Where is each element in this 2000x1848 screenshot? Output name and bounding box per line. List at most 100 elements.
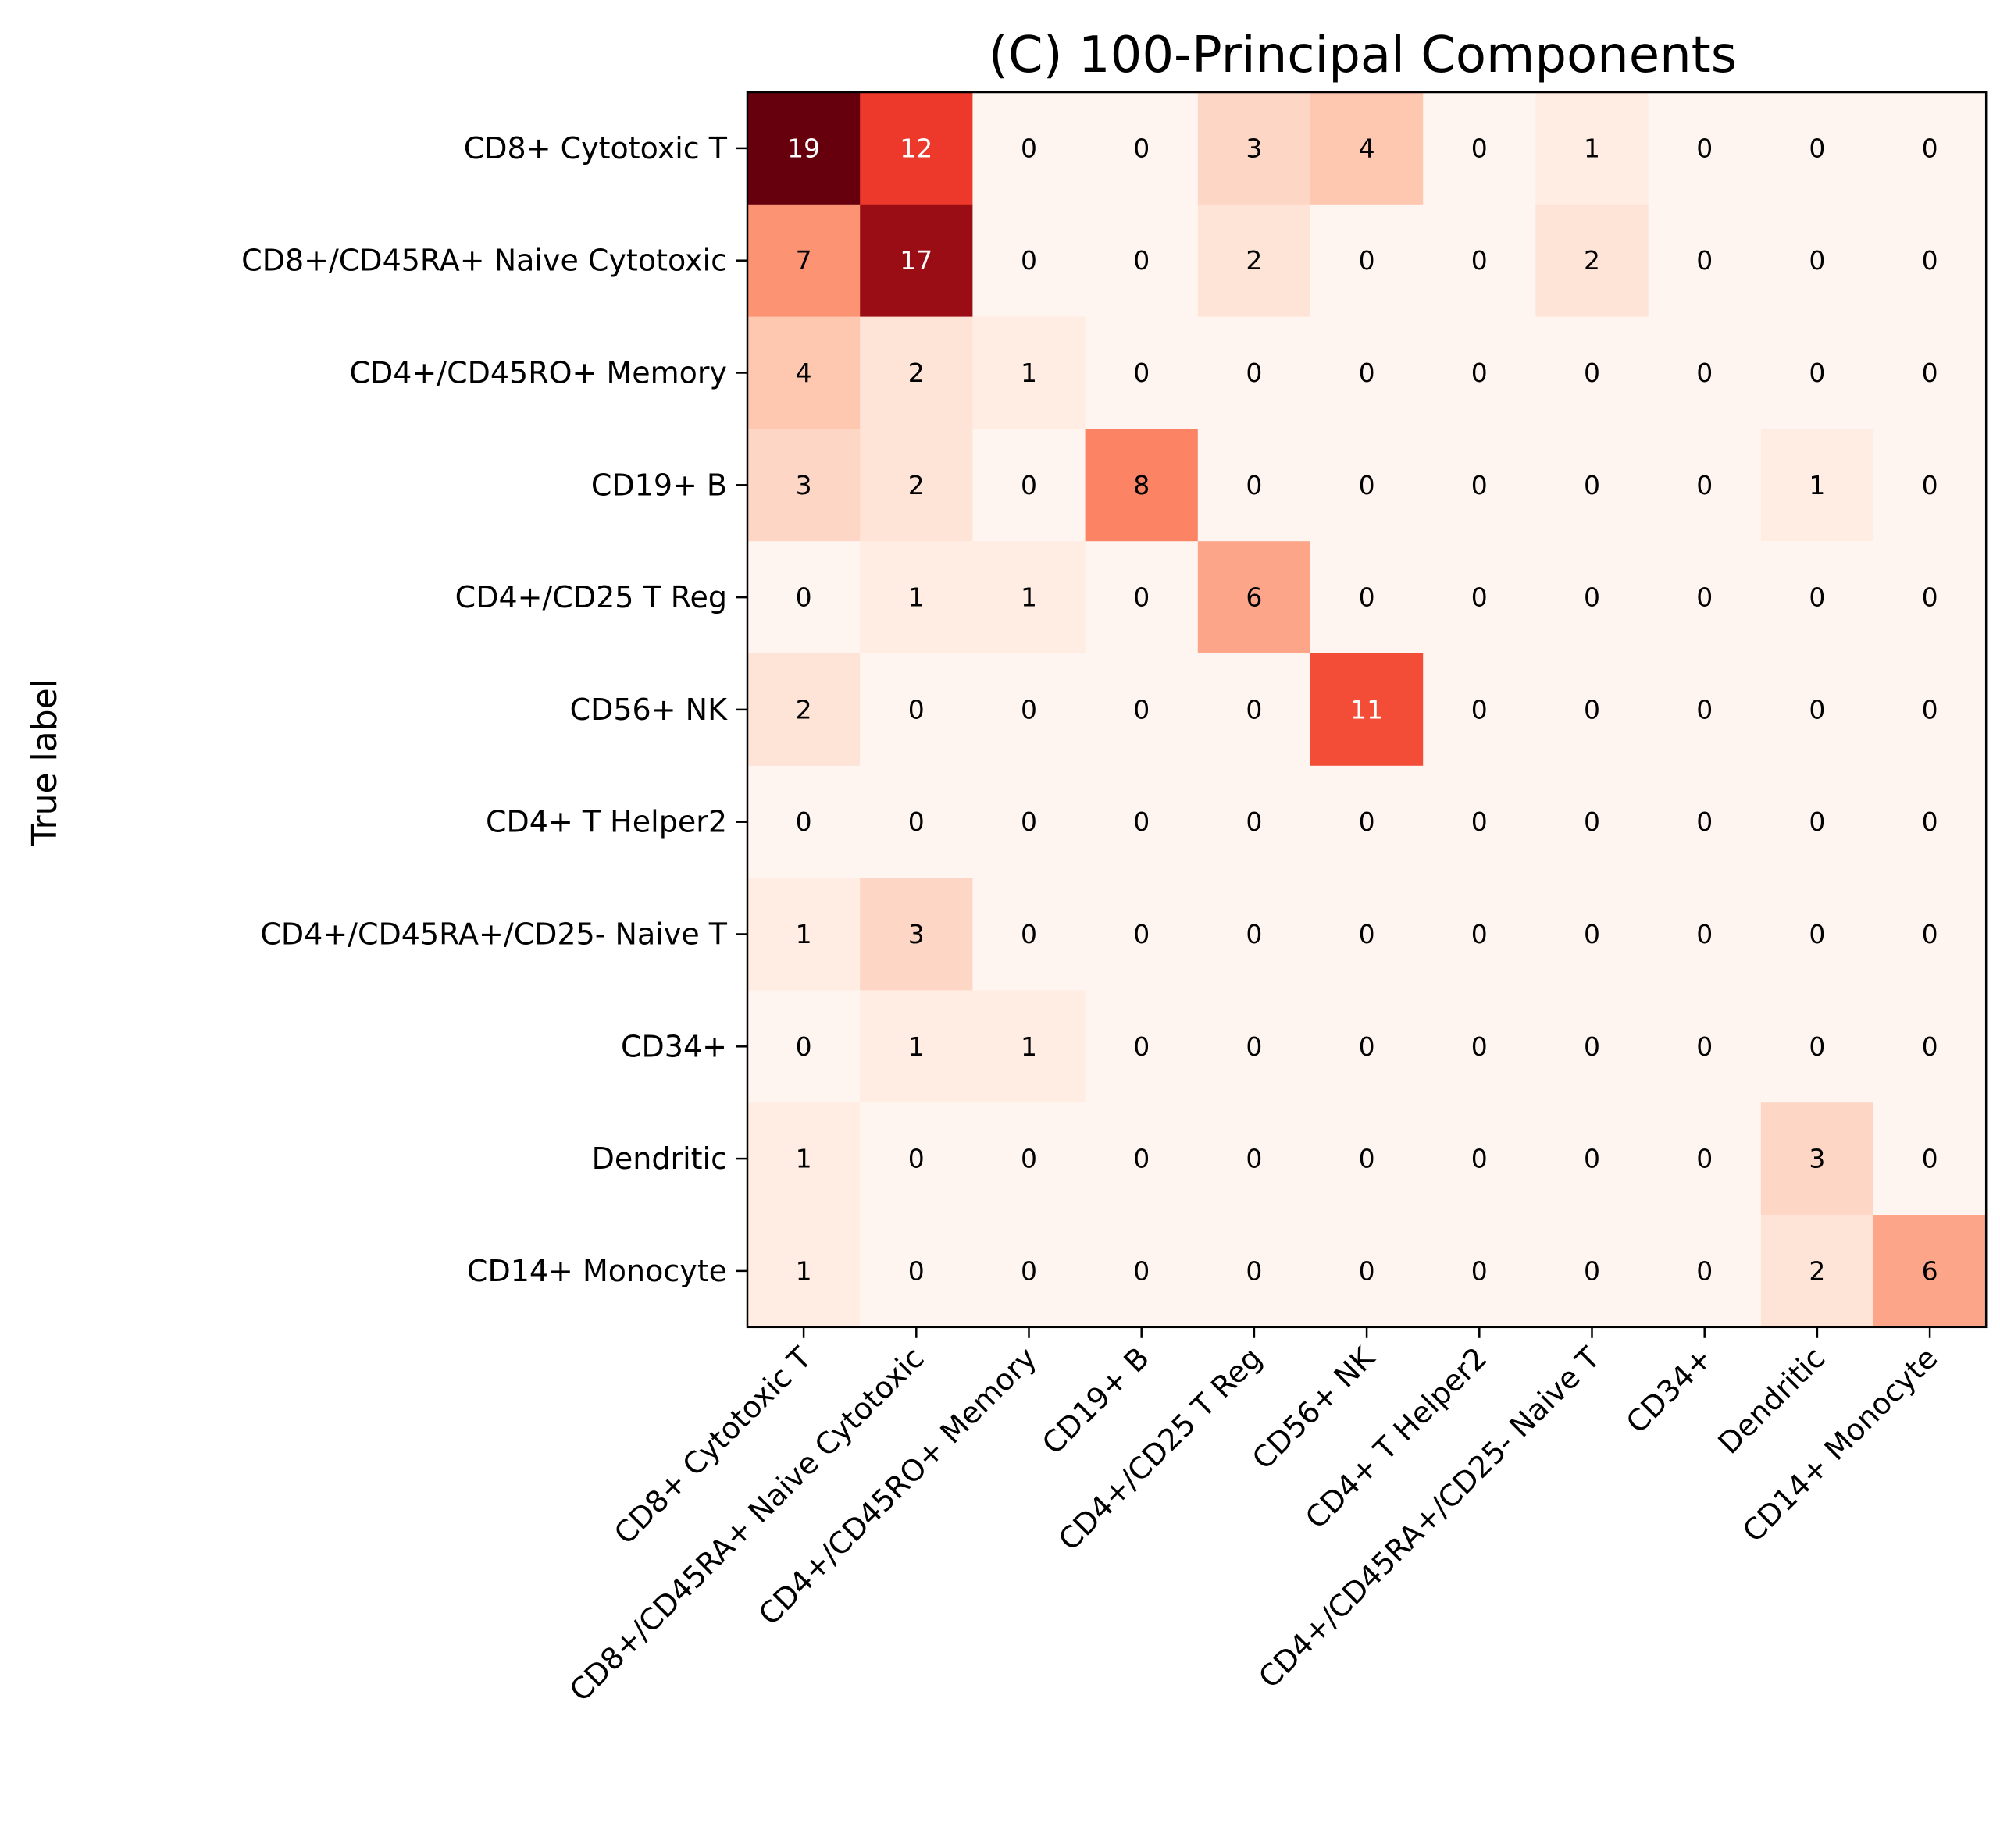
cell-value-label: 0 [1922, 806, 1938, 837]
heatmap-cell [1423, 765, 1536, 879]
cell-value-label: 0 [1696, 133, 1713, 163]
cell-value-label: 12 [900, 133, 932, 163]
heatmap-cell [1423, 990, 1536, 1103]
heatmap-cell [1423, 316, 1536, 429]
heatmap-cell [1760, 1102, 1874, 1216]
heatmap-cell [1310, 765, 1424, 879]
heatmap-cell [1648, 541, 1762, 654]
heatmap-cell [972, 429, 1086, 542]
cell-value-label: 0 [1696, 358, 1713, 388]
heatmap-cell [1197, 765, 1311, 879]
cell-value-label: 0 [908, 1255, 925, 1286]
cell-value-label: 0 [1246, 1144, 1262, 1174]
heatmap-cell [1310, 990, 1424, 1103]
heatmap-cell [1085, 765, 1199, 879]
heatmap-cell [860, 316, 973, 429]
heatmap-cell [1423, 429, 1536, 542]
cell-value-label: 0 [1809, 694, 1825, 725]
heatmap-cell [860, 429, 973, 542]
heatmap-cell [1310, 429, 1424, 542]
cell-value-label: 0 [1133, 1255, 1150, 1286]
cell-value-label: 0 [796, 806, 812, 837]
y-tick-label: CD4+ T Helper2 [486, 805, 727, 839]
heatmap-cell [860, 541, 973, 654]
cell-value-label: 0 [1471, 694, 1488, 725]
y-tick-label: CD56+ NK [570, 693, 728, 727]
x-tick-label: Dendritic [1712, 1341, 1832, 1461]
heatmap-cell [1085, 653, 1199, 767]
cell-value-label: 0 [1471, 245, 1488, 276]
chart-title: (C) 100-Principal Components [989, 27, 1737, 84]
cell-value-label: 0 [1922, 1031, 1938, 1062]
cell-value-label: 0 [1696, 694, 1713, 725]
cell-value-label: 0 [1471, 1255, 1488, 1286]
heatmap-cell [972, 990, 1086, 1103]
heatmap-cell [1197, 92, 1311, 205]
cell-value-label: 0 [796, 1031, 812, 1062]
cell-value-label: 7 [796, 245, 812, 276]
heatmap-cell [747, 316, 861, 429]
heatmap-cells [747, 92, 1987, 1328]
heatmap-cell [972, 204, 1086, 318]
cell-value-label: 3 [1809, 1144, 1825, 1174]
cell-value-label: 0 [1359, 806, 1375, 837]
cell-value-label: 0 [1021, 133, 1037, 163]
cell-value-label: 1 [796, 1144, 812, 1174]
heatmap-cell [1197, 541, 1311, 654]
cell-value-label: 6 [1922, 1255, 1938, 1286]
cell-value-label: 1 [1809, 470, 1825, 500]
cell-value-label: 0 [1246, 358, 1262, 388]
heatmap-cell [1535, 990, 1649, 1103]
y-tick-label: CD4+/CD45RA+/CD25- Naive T [260, 917, 727, 952]
heatmap-cell [1197, 878, 1311, 991]
y-tick-label: CD19+ B [591, 468, 727, 502]
cell-value-label: 1 [1021, 1031, 1037, 1062]
x-tick-label: CD8+ Cytotoxic T [608, 1341, 818, 1551]
heatmap-cell [1648, 1215, 1762, 1328]
heatmap-cell [1873, 541, 1987, 654]
y-axis-ticks: CD8+ Cytotoxic T CD8+/CD45RA+ Naive Cytot… [241, 131, 747, 1288]
cell-value-label: 0 [908, 1144, 925, 1174]
cell-value-label: 0 [1133, 806, 1150, 837]
heatmap-cell [972, 92, 1086, 205]
cell-value-label: 0 [1696, 806, 1713, 837]
heatmap-cell [1310, 541, 1424, 654]
heatmap-cell [1648, 429, 1762, 542]
heatmap-cell [1648, 204, 1762, 318]
cell-value-label: 0 [1809, 919, 1825, 949]
heatmap-cell [1760, 541, 1874, 654]
y-axis-label: True label [25, 678, 65, 846]
cell-value-label: 2 [1809, 1255, 1825, 1286]
cell-value-label: 1 [908, 1031, 925, 1062]
cell-value-label: 0 [1246, 1031, 1262, 1062]
cell-value-label: 0 [1809, 245, 1825, 276]
cell-value-label: 17 [900, 245, 932, 276]
heatmap-cell [1873, 204, 1987, 318]
cell-value-label: 1 [1021, 358, 1037, 388]
heatmap-cell [1085, 316, 1199, 429]
cell-value-label: 0 [1922, 358, 1938, 388]
cell-value-label: 0 [1809, 1031, 1825, 1062]
cell-value-label: 0 [1584, 919, 1600, 949]
cell-value-label: 0 [1922, 470, 1938, 500]
cell-value-label: 19 [787, 133, 820, 163]
cell-value-label: 0 [1021, 919, 1037, 949]
cell-value-label: 0 [1922, 694, 1938, 725]
heatmap-cell [1423, 1102, 1536, 1216]
cell-value-label: 0 [1584, 806, 1600, 837]
heatmap-cell [1085, 1215, 1199, 1328]
cell-value-label: 0 [1922, 245, 1938, 276]
heatmap-cell [747, 653, 861, 767]
cell-value-label: 0 [1133, 694, 1150, 725]
heatmap-cell [1423, 1215, 1536, 1328]
heatmap-cell [1535, 653, 1649, 767]
cell-value-label: 0 [1021, 694, 1037, 725]
heatmap-cell [1197, 1215, 1311, 1328]
heatmap-cell [1085, 541, 1199, 654]
cell-value-label: 2 [1246, 245, 1262, 276]
cell-value-label: 0 [1359, 1144, 1375, 1174]
heatmap-cell [1535, 204, 1649, 318]
cell-value-label: 2 [908, 358, 925, 388]
